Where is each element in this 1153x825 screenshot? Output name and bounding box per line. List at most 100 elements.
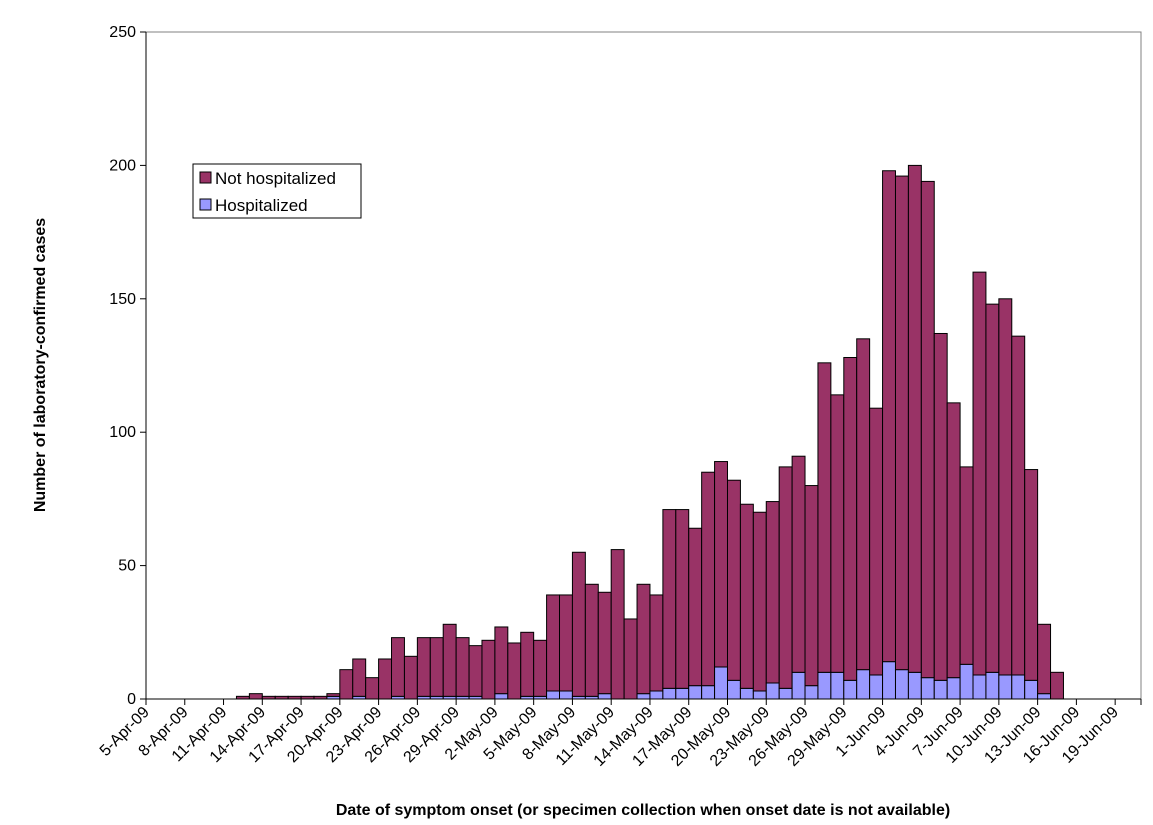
bar-not-hospitalized-2009-05-27 [817,362,832,673]
bar-not-hospitalized-2009-04-30 [468,645,483,697]
bar-hospitalized-2009-06-01 [882,661,896,700]
bar-not-hospitalized-2009-05-17 [688,527,703,687]
bar-hospitalized-2009-06-13 [1037,693,1052,700]
bar-not-hospitalized-2009-05-29 [843,356,858,681]
bars-layer [235,164,1064,700]
bar-hospitalized-2009-05-28 [830,671,845,700]
bar-not-hospitalized-2009-05-18 [701,471,716,687]
y-tick-label-150: 150 [109,291,136,308]
bar-not-hospitalized-2009-04-19 [326,693,341,697]
bar-not-hospitalized-2009-04-24 [391,637,405,697]
y-axis-title: Number of laboratory-confirmed cases [32,218,49,512]
bar-hospitalized-2009-05-19 [714,666,728,700]
y-tick-label-50: 50 [118,558,136,575]
bar-hospitalized-2009-06-12 [1024,679,1039,700]
bar-hospitalized-2009-05-10 [597,693,612,700]
bar-hospitalized-2009-05-17 [688,685,703,700]
bar-hospitalized-2009-05-25 [791,671,806,700]
bar-hospitalized-2009-06-02 [894,669,909,700]
bar-hospitalized-2009-05-13 [636,693,651,700]
legend-swatch-not-hospitalized [199,171,212,184]
legend-swatch-hospitalized [199,198,212,211]
bar-not-hospitalized-2009-05-06 [546,594,561,692]
bar-not-hospitalized-2009-05-26 [804,485,819,687]
bar-hospitalized-2009-05-31 [869,674,884,700]
bar-not-hospitalized-2009-06-14 [1050,671,1064,700]
bar-hospitalized-2009-05-24 [778,687,793,700]
bar-not-hospitalized-2009-06-08 [972,271,987,676]
bar-not-hospitalized-2009-05-14 [649,594,664,692]
bar-not-hospitalized-2009-06-13 [1037,623,1052,695]
legend-label-hospitalized: Hospitalized [215,196,308,215]
bar-not-hospitalized-2009-05-08 [571,551,586,697]
bar-not-hospitalized-2009-04-25 [403,655,418,700]
bar-not-hospitalized-2009-06-11 [1011,335,1026,676]
bar-not-hospitalized-2009-05-04 [520,631,535,697]
bar-not-hospitalized-2009-05-22 [752,511,767,692]
bar-not-hospitalized-2009-05-21 [739,503,754,689]
y-tick-label-200: 200 [109,157,136,174]
bar-not-hospitalized-2009-06-10 [998,298,1013,676]
bar-not-hospitalized-2009-05-11 [610,549,625,700]
bar-not-hospitalized-2009-06-09 [985,303,1000,673]
bar-not-hospitalized-2009-04-26 [416,637,431,697]
bar-not-hospitalized-2009-05-01 [481,639,496,700]
bar-not-hospitalized-2009-05-20 [726,479,741,681]
bar-hospitalized-2009-05-02 [494,693,509,700]
bar-hospitalized-2009-06-10 [998,674,1013,700]
bar-hospitalized-2009-06-09 [985,671,1000,700]
bar-hospitalized-2009-05-29 [843,679,858,700]
bar-hospitalized-2009-05-16 [675,687,690,700]
bar-hospitalized-2009-05-06 [546,690,561,700]
bar-not-hospitalized-2009-04-13 [248,693,263,700]
bar-not-hospitalized-2009-06-06 [946,402,961,679]
bar-not-hospitalized-2009-05-28 [830,394,845,673]
bar-hospitalized-2009-05-30 [856,669,871,700]
bar-not-hospitalized-2009-06-03 [907,164,922,673]
bar-hospitalized-2009-05-27 [817,671,832,700]
bar-hospitalized-2009-06-07 [959,663,974,700]
bar-hospitalized-2009-05-23 [765,682,780,700]
bar-not-hospitalized-2009-05-07 [559,594,573,692]
bar-not-hospitalized-2009-04-20 [339,669,354,700]
bar-hospitalized-2009-06-11 [1011,674,1026,700]
y-tick-label-100: 100 [109,424,136,441]
bar-not-hospitalized-2009-05-30 [856,338,871,671]
bar-not-hospitalized-2009-06-04 [920,180,935,679]
y-tick-label-0: 0 [127,691,136,708]
bar-not-hospitalized-2009-06-12 [1024,469,1039,681]
bar-hospitalized-2009-05-26 [804,685,819,700]
legend: Not hospitalized Hospitalized [192,163,362,219]
legend-label-not-hospitalized: Not hospitalized [215,169,336,188]
bar-hospitalized-2009-05-15 [662,687,677,700]
bar-not-hospitalized-2009-05-24 [778,466,793,689]
bar-not-hospitalized-2009-04-29 [455,637,470,697]
bar-not-hospitalized-2009-05-23 [765,501,780,684]
y-ticks: 0 50 100 150 200 250 [109,24,146,708]
bar-not-hospitalized-2009-04-22 [365,677,380,700]
bar-not-hospitalized-2009-04-21 [352,658,367,697]
bar-not-hospitalized-2009-04-27 [429,637,444,697]
bar-not-hospitalized-2009-06-02 [894,175,909,671]
bar-not-hospitalized-2009-05-15 [662,509,677,689]
bar-not-hospitalized-2009-06-01 [882,170,896,663]
bar-not-hospitalized-2009-05-12 [623,618,638,700]
y-tick-label-250: 250 [109,24,136,41]
bar-not-hospitalized-2009-05-02 [494,626,509,695]
bar-hospitalized-2009-05-22 [752,690,767,700]
bar-hospitalized-2009-05-20 [726,679,741,700]
bar-hospitalized-2009-05-18 [701,685,716,700]
bar-not-hospitalized-2009-04-23 [378,658,393,700]
bar-hospitalized-2009-06-08 [972,674,987,700]
bar-hospitalized-2009-06-05 [933,679,948,700]
bar-not-hospitalized-2009-06-05 [933,332,948,681]
bar-not-hospitalized-2009-05-25 [791,455,806,673]
bar-not-hospitalized-2009-06-07 [959,466,974,665]
bar-not-hospitalized-2009-05-09 [584,583,599,697]
legend-box [192,163,362,219]
x-axis-title: Date of symptom onset (or specimen colle… [336,802,950,819]
bar-not-hospitalized-2009-05-16 [675,509,690,689]
bar-not-hospitalized-2009-05-05 [533,639,548,697]
